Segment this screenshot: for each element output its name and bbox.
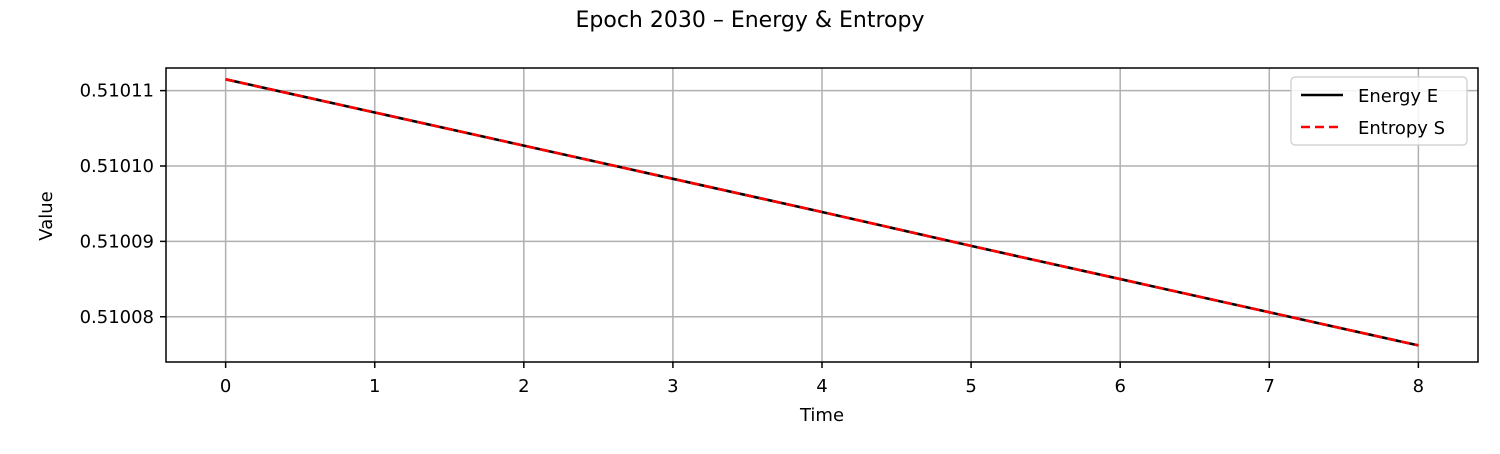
legend-label: Entropy S	[1358, 118, 1445, 139]
x-tick-label: 5	[965, 376, 976, 397]
x-tick-layer: 0 1 2 3 4 5 6 7 8	[220, 362, 1424, 397]
y-axis-label: Value	[36, 191, 57, 240]
x-tick-label: 0	[220, 376, 231, 397]
series-layer	[225, 78, 1419, 347]
x-tick-label: 3	[667, 376, 678, 397]
x-tick-label: 6	[1114, 376, 1125, 397]
grid-layer	[166, 68, 1478, 362]
x-tick-label: 1	[369, 376, 380, 397]
legend: Energy E Entropy S	[1290, 76, 1468, 146]
y-tick-label: 0.51009	[80, 231, 154, 252]
y-tick-layer: 0.51008 0.51009 0.51010 0.51011	[80, 81, 166, 328]
x-tick-label: 8	[1413, 376, 1424, 397]
x-axis-label: Time	[799, 405, 844, 426]
chart-title: Epoch 2030 – Energy & Entropy	[576, 8, 925, 33]
y-tick-label: 0.51010	[80, 156, 154, 177]
y-tick-label: 0.51008	[80, 307, 154, 328]
y-tick-label: 0.51011	[80, 81, 154, 102]
x-tick-label: 2	[518, 376, 529, 397]
legend-label: Energy E	[1358, 86, 1438, 107]
x-tick-label: 7	[1264, 376, 1275, 397]
series-line-entropy	[225, 78, 1419, 347]
x-tick-label: 4	[816, 376, 827, 397]
